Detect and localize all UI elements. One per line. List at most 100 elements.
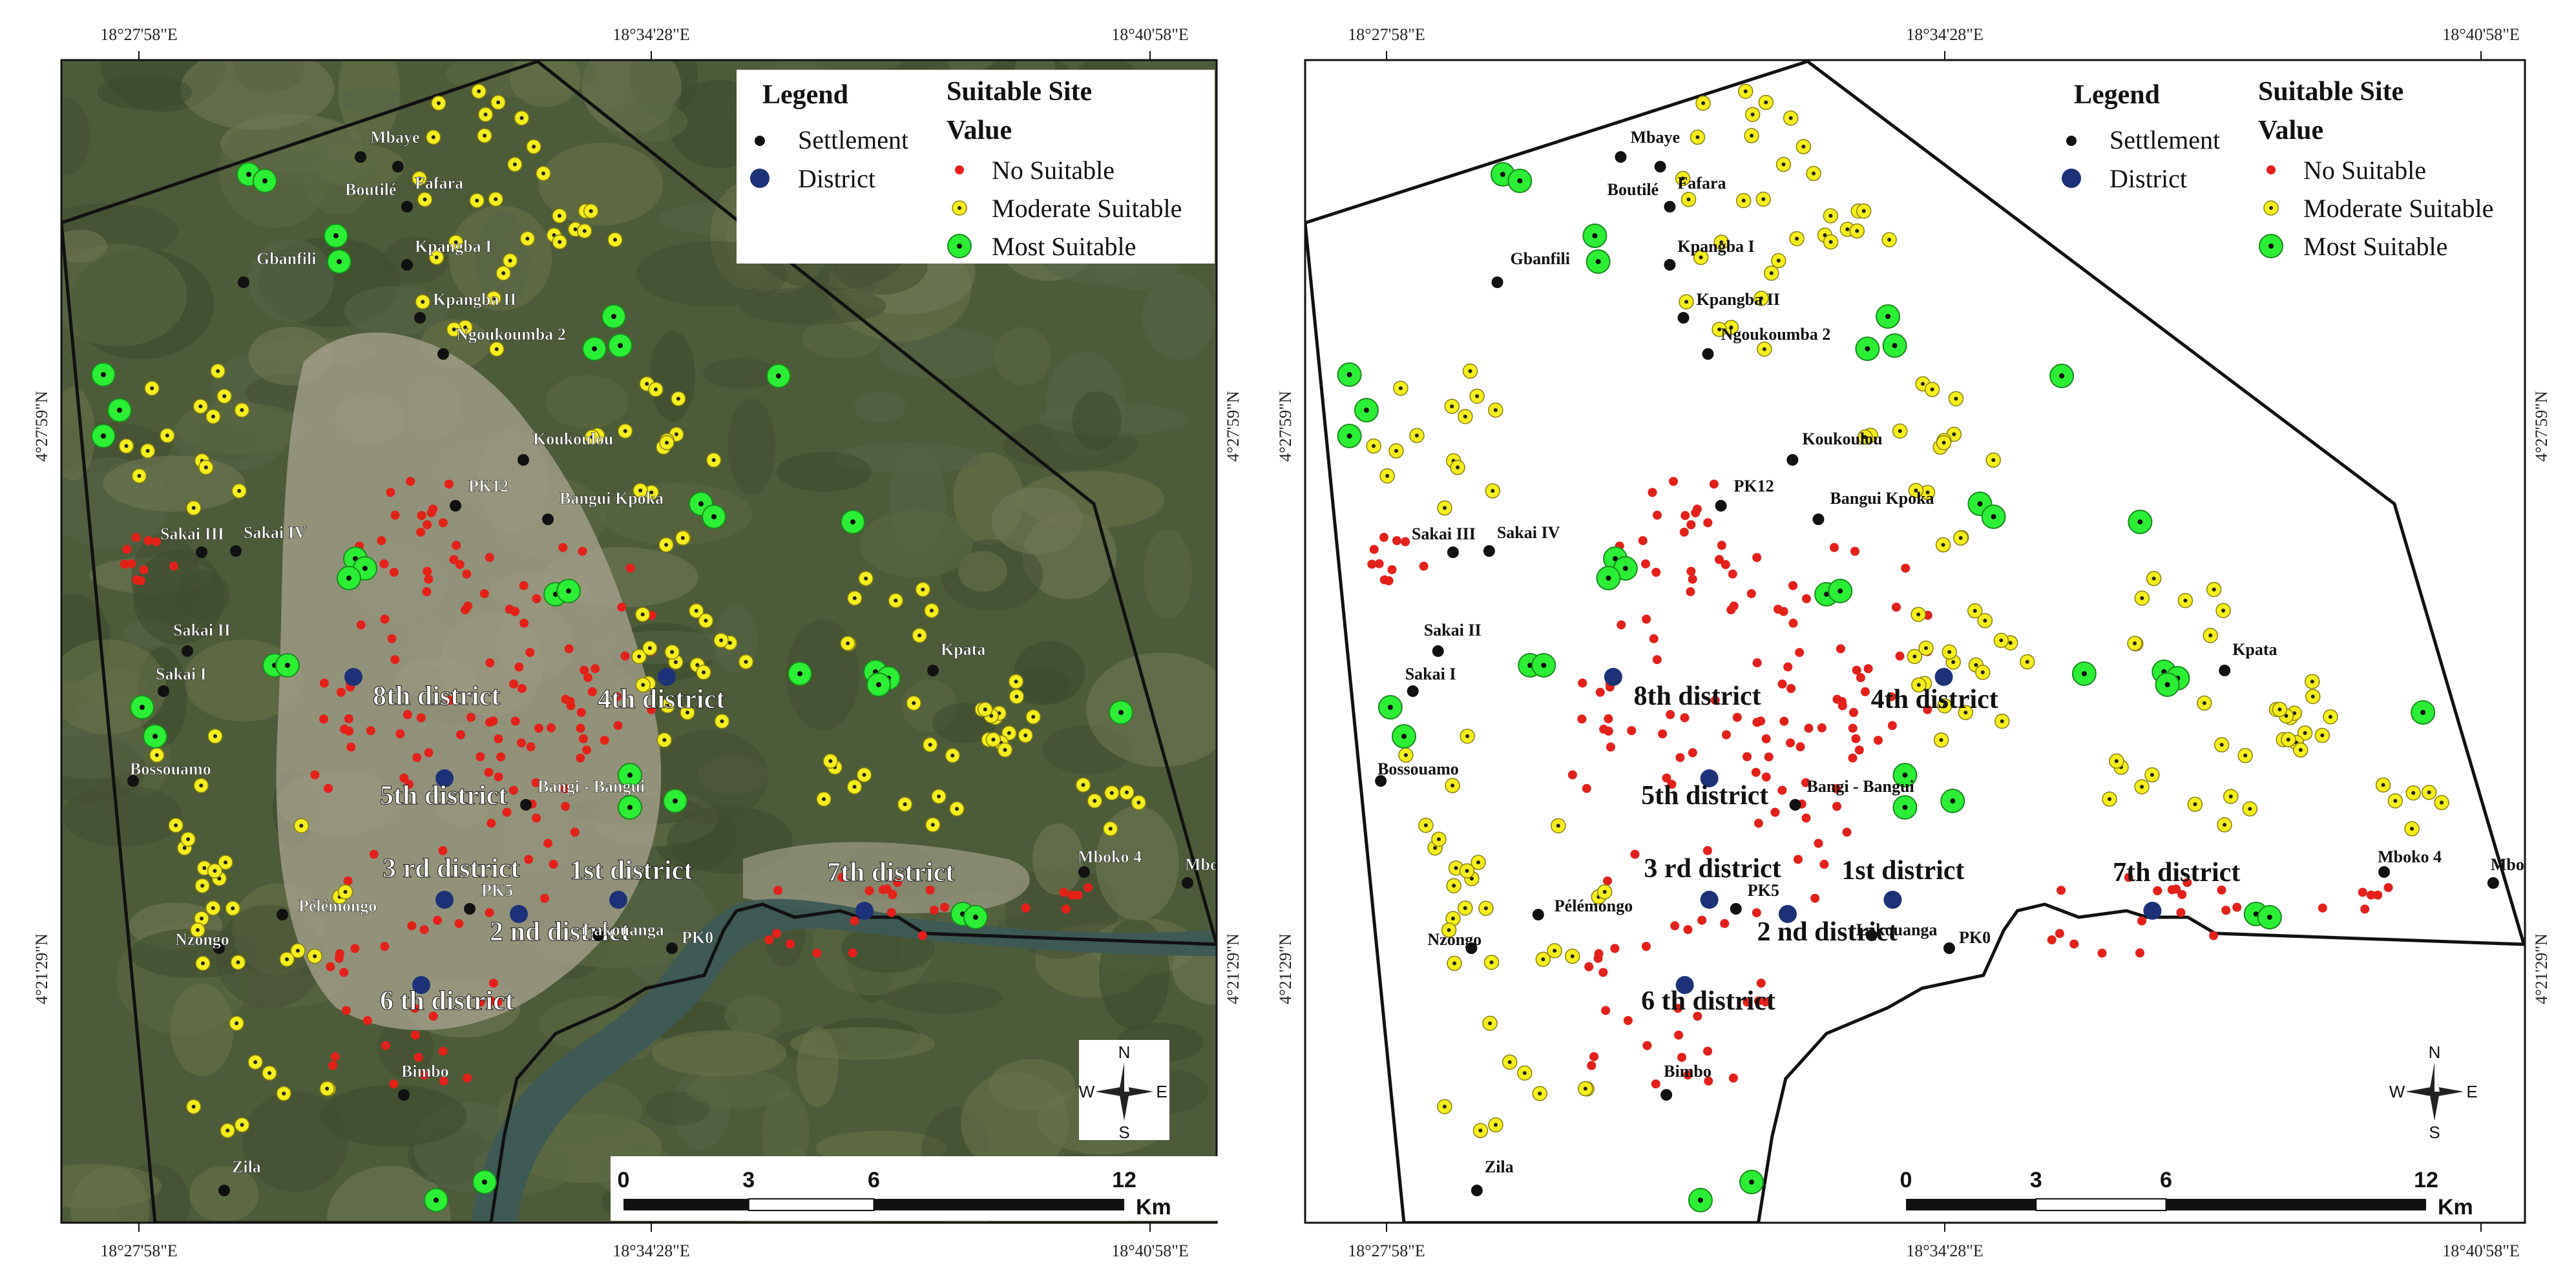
moderate-suitable-site-center — [267, 1071, 272, 1075]
moderate-suitable-site-center — [299, 824, 304, 828]
moderate-suitable-site-center — [1403, 753, 1408, 758]
settlement-label: Bossouamo — [1377, 760, 1459, 778]
no-suitable-site — [600, 736, 609, 745]
blank-basemap — [1305, 60, 2525, 1223]
no-suitable-site — [539, 893, 549, 903]
settlement-label: Gbanfili — [257, 249, 316, 268]
most-suitable-site-center — [1346, 433, 1352, 439]
moderate-suitable-site-center — [2286, 738, 2290, 742]
moderate-suitable-site-center — [217, 877, 222, 881]
settlement-marker — [450, 500, 461, 512]
moderate-suitable-site-center — [1372, 444, 1376, 448]
settlement-label: Fafara — [1677, 174, 1726, 192]
moderate-suitable-site-center — [1916, 612, 1921, 617]
legend-suitability-title: Suitable Site — [947, 77, 1092, 107]
settlement-label: PK12 — [1734, 477, 1774, 495]
no-suitable-site — [1849, 707, 1859, 717]
moderate-suitable-site-center — [253, 1060, 258, 1064]
no-suitable-site — [334, 953, 344, 963]
no-suitable-site — [1419, 561, 1429, 571]
settlement-marker — [1730, 903, 1742, 915]
moderate-suitable-site-center — [1093, 798, 1097, 803]
settlement-label: Kpangba II — [433, 290, 516, 309]
longitude-label-top: 18°27'58"E — [100, 25, 178, 44]
no-suitable-site — [1848, 723, 1858, 733]
moderate-suitable-site-center — [1729, 325, 1733, 329]
moderate-suitable-site-center — [2222, 822, 2226, 827]
no-suitable-site — [764, 935, 774, 944]
no-suitable-site — [406, 477, 415, 486]
moderate-suitable-site-center — [1541, 957, 1545, 962]
no-suitable-site — [576, 707, 586, 717]
moderate-suitable-site-center — [1136, 800, 1141, 805]
district-label: 5th district — [380, 781, 507, 811]
settlement-marker — [464, 903, 476, 915]
no-suitable-site — [1746, 589, 1756, 599]
no-suitable-site — [1697, 915, 1707, 925]
moderate-suitable-site-center — [1750, 112, 1755, 117]
latitude-label-right: 4°21'29"N — [1224, 933, 1242, 1004]
moderate-suitable-site-center — [1488, 1021, 1492, 1026]
moderate-suitable-site-center — [508, 258, 512, 263]
moderate-suitable-site-center — [582, 229, 587, 233]
no-suitable-site — [1704, 1076, 1713, 1086]
compass-w: W — [2389, 1082, 2405, 1101]
terrain-patch — [1142, 274, 1216, 360]
scale-bar-unit: Km — [1136, 1195, 1171, 1220]
moderate-suitable-site-center — [1801, 145, 1806, 149]
terrain-patch — [961, 1072, 1069, 1174]
no-suitable-site — [1589, 1052, 1599, 1061]
district-label: 1st district — [570, 856, 693, 886]
moderate-suitable-site-center — [673, 659, 678, 664]
district-label: 3 rd district — [382, 854, 519, 884]
no-suitable-site — [369, 849, 379, 859]
legend-box — [737, 70, 1215, 264]
settlement-marker — [2378, 866, 2391, 878]
moderate-suitable-site-center — [686, 711, 690, 715]
no-suitable-site — [647, 705, 656, 714]
moderate-suitable-site-center — [1952, 432, 1956, 437]
settlement-label: Mbaye — [1630, 128, 1680, 147]
moderate-suitable-site-center — [475, 198, 479, 203]
moderate-suitable-site-center — [1602, 889, 1607, 894]
no-suitable-site — [578, 734, 588, 743]
no-suitable-site — [1598, 968, 1608, 977]
moderate-suitable-site-center — [1828, 214, 1833, 218]
no-suitable-site — [582, 745, 592, 755]
moderate-suitable-site-center — [285, 957, 289, 962]
settlement-marker — [1483, 545, 1495, 557]
most-suitable-site-center — [2081, 671, 2087, 676]
no-suitable-site — [484, 767, 494, 777]
moderate-suitable-site-center — [236, 960, 240, 964]
moderate-suitable-site-center — [665, 703, 670, 708]
moderate-suitable-site-center — [2025, 659, 2029, 664]
moderate-suitable-site-center — [695, 663, 700, 667]
no-suitable-site — [493, 997, 503, 1007]
moderate-suitable-site-center — [137, 473, 141, 478]
no-suitable-site — [1630, 849, 1640, 859]
moderate-suitable-site-center — [202, 866, 207, 870]
most-suitable-site-center — [2420, 710, 2426, 715]
settlement-marker — [2487, 877, 2499, 889]
terrain-patch — [510, 60, 581, 107]
no-suitable-site — [1084, 883, 1093, 893]
no-suitable-site — [1648, 488, 1657, 497]
moderate-suitable-site-center — [1124, 790, 1129, 794]
left-map-frame — [60, 59, 1218, 1224]
settlement-label: Mbaye — [370, 128, 420, 147]
legend-no-swatch — [2267, 165, 2276, 174]
moderate-suitable-site-center — [1489, 960, 1494, 964]
no-suitable-site — [424, 748, 434, 758]
moderate-suitable-site-center — [237, 488, 242, 493]
no-suitable-site — [1604, 726, 1613, 736]
settlement-marker — [518, 454, 529, 466]
moderate-suitable-site-center — [431, 135, 435, 140]
moderate-suitable-site-center — [1887, 238, 1892, 242]
no-suitable-site — [531, 778, 541, 787]
moderate-suitable-site-center — [2000, 719, 2004, 723]
no-suitable-site — [410, 1004, 419, 1013]
right-map-area[interactable]: 8th district 4th district 5th district 3 rd… — [1305, 60, 2542, 1223]
no-suitable-site — [1673, 1004, 1683, 1013]
longitude-label-top: 18°34'28"E — [613, 25, 690, 44]
